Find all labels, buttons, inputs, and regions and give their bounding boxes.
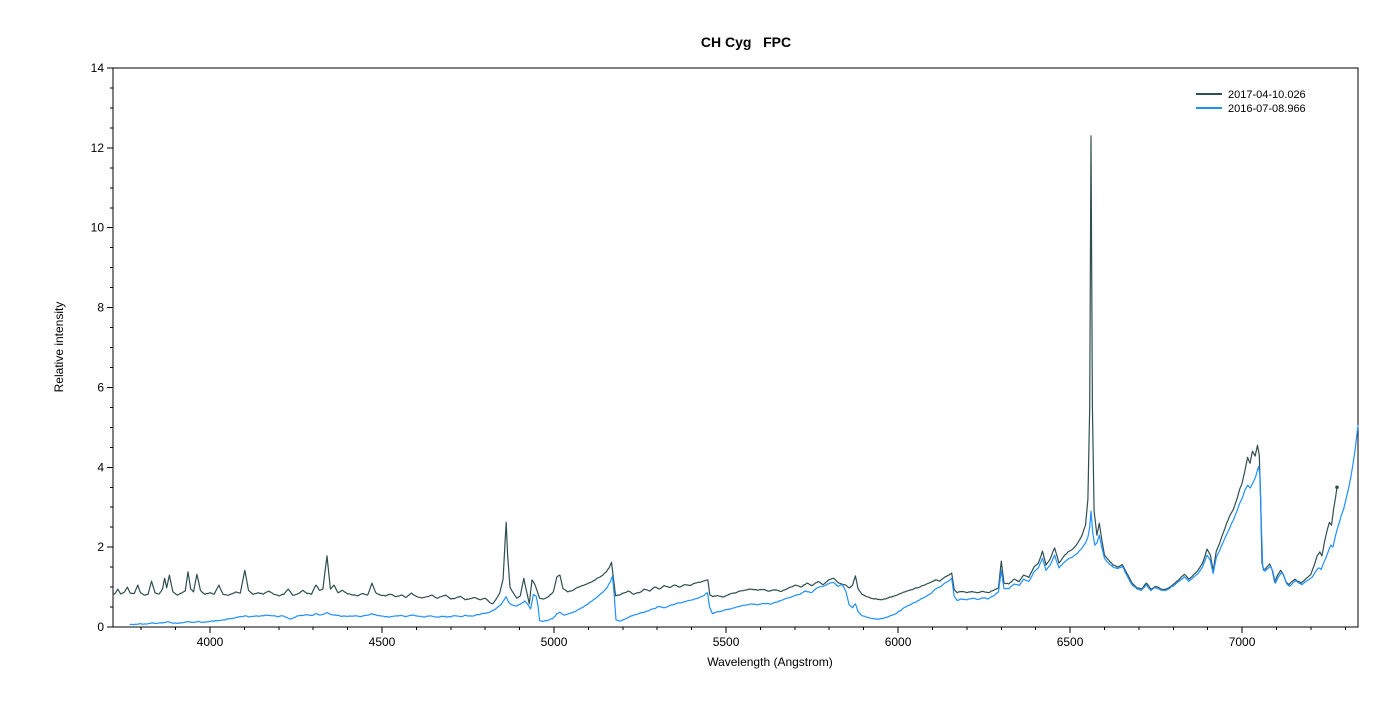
y-tick-label: 0 [97,620,104,634]
y-tick-label: 6 [97,380,104,394]
x-tick-label: 7000 [1229,635,1256,649]
x-tick-label: 6500 [1057,635,1084,649]
x-tick-label: 6000 [885,635,912,649]
y-tick-label: 2 [97,540,104,554]
plot-border [112,67,1359,628]
legend-label-2016: 2016-07-08.966 [1228,103,1306,115]
series-line-1 [129,424,1359,626]
plot-frame [112,67,1359,628]
y-tick-label: 8 [97,301,104,315]
x-axis: 4000 4500 5000 5500 6000 6500 7000 [140,627,1346,649]
y-tick-label: 4 [97,460,104,474]
y-tick-label: 10 [91,221,105,235]
legend-label-2017: 2017-04-10.026 [1228,89,1306,101]
y-tick-label: 14 [91,61,105,75]
chart-title: CH Cyg FPC [701,34,791,50]
x-tick-label: 5500 [713,635,740,649]
x-axis-label: Wavelength (Angstrom) [707,655,833,669]
series-lines [112,135,1359,626]
x-tick-label: 4500 [369,635,396,649]
x-tick-label: 4000 [197,635,224,649]
legend: 2017-04-10.026 2016-07-08.966 [1196,89,1306,115]
series-line-0 [112,135,1338,605]
series-end-marker-0 [1335,485,1339,490]
y-tick-label: 12 [91,141,105,155]
y-axis-label: Relative intensity [52,302,66,393]
y-axis: 0 2 4 6 8 10 12 14 [91,61,113,634]
x-tick-label: 5000 [541,635,568,649]
